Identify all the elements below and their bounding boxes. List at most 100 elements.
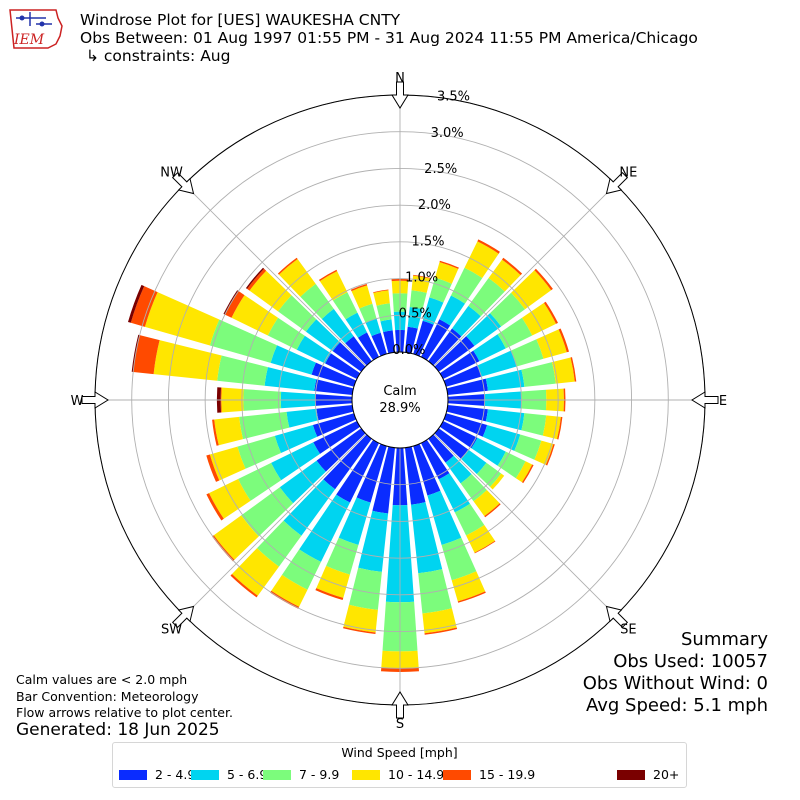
flow-arrow-icon [605, 605, 629, 629]
windrose-bar-segment [422, 297, 444, 325]
radial-tick-label: 2.5% [424, 162, 457, 177]
windrose-bar-segment [271, 574, 308, 607]
windrose-bar-segment [345, 312, 367, 338]
windrose-bar-segment [319, 271, 348, 301]
windrose-bar-segment [316, 405, 354, 421]
windrose-bar-segment [407, 307, 423, 329]
windrose-bar-segment [349, 567, 382, 610]
windrose-bar-segment [497, 451, 526, 479]
windrose-bar-segment [474, 540, 496, 554]
windrose-bar-segment [239, 411, 290, 440]
windrose-bar-segment [409, 290, 427, 310]
compass-label: NW [160, 166, 183, 181]
windrose-bar-segment [490, 473, 505, 490]
windrose-bar-segment [316, 565, 350, 598]
bar-convention-note: Bar Convention: Meteorology [16, 689, 199, 704]
windrose-bar-segment [282, 549, 321, 590]
windrose-bar-segment [305, 319, 341, 352]
windrose-bar-segment [217, 355, 268, 386]
radial-tick-label: 3.0% [431, 126, 464, 141]
legend-swatch [617, 770, 645, 780]
windrose-bar-segment [452, 305, 481, 337]
windrose-bar-segment [434, 428, 469, 459]
windrose-bar-segment [323, 434, 372, 490]
summary-obs-without-wind: Obs Without Wind: 0 [582, 673, 768, 694]
compass-label: SE [620, 622, 636, 637]
calm-circle [351, 351, 449, 449]
flow-arrows-note: Flow arrows relative to plot center. [16, 705, 233, 720]
windrose-bar-segment [358, 332, 379, 361]
windrose-bars [128, 239, 577, 672]
windrose-bar-segment [428, 328, 462, 366]
windrose-bar-segment [336, 439, 379, 503]
radial-tick-label: 0.5% [399, 307, 432, 322]
plot-subtitle: Obs Between: 01 Aug 1997 01:55 PM - 31 A… [80, 29, 698, 47]
windrose-bar-segment [224, 291, 245, 318]
legend-label: 2 - 4.9 [155, 767, 196, 782]
legend-label: 5 - 6.9 [227, 767, 268, 782]
windrose-bar-segment [212, 419, 219, 446]
windrose-bar-segment [413, 274, 431, 279]
windrose-bar-segment [439, 295, 465, 326]
windrose-bar-segment [325, 353, 361, 379]
flow-arrow-icon [171, 605, 195, 629]
windrose-bar-segment [213, 515, 259, 560]
windrose-bar-segment [345, 336, 372, 366]
windrose-bar-segment [128, 284, 145, 323]
windrose-bar-segment [311, 362, 357, 387]
windrose-bar-segment [485, 369, 525, 391]
windrose-bar-segment [372, 446, 395, 514]
windrose-bar-segment [521, 362, 556, 387]
calm-value: 28.9% [379, 401, 420, 416]
flow-arrow-icon [391, 691, 409, 719]
windrose-bar-segment [457, 591, 486, 603]
legend-swatch [443, 770, 471, 780]
windrose-bar-segment [296, 335, 331, 364]
windrose-bar-segment [534, 268, 553, 291]
windrose-bar-segment [359, 303, 377, 323]
compass-label: N [395, 71, 405, 86]
windrose-bar-segment [545, 444, 555, 466]
grid-spoke [433, 433, 616, 616]
windrose-bar-segment [405, 326, 418, 354]
legend: Wind Speed [mph] 2 - 4.9 5 - 6.9 7 - 9.9 10… [112, 742, 687, 788]
windrose-bar-segment [536, 329, 567, 359]
compass-labels: N NE E SE S SW W NW [71, 71, 728, 732]
windrose-bar-segment [424, 627, 458, 635]
grid-spoke [184, 433, 367, 616]
windrose-bar-segment [543, 301, 558, 324]
windrose-bar-segment [490, 292, 525, 327]
legend-label: 15 - 19.9 [479, 767, 536, 782]
windrose-bar-segment [300, 283, 334, 319]
windrose-bar-segment [153, 340, 222, 381]
windrose-bar-segment [241, 487, 294, 537]
windrose-bar-segment [343, 604, 378, 633]
legend-swatch [191, 770, 219, 780]
windrose-bar-segment [521, 413, 547, 436]
windrose-bar-segment [488, 259, 521, 292]
iem-logo: IEM [9, 9, 63, 49]
windrose-bar-segment [274, 425, 318, 453]
windrose-bar-segment [460, 449, 487, 475]
plot-constraints: ↳ constraints: Aug [86, 47, 231, 65]
compass-label: S [396, 717, 404, 732]
flow-arrow-icon [81, 391, 109, 409]
windrose-bar-segment [245, 267, 265, 289]
windrose-bar-segment [445, 455, 472, 484]
compass-label: NE [619, 166, 637, 181]
windrose-bar-segment [373, 290, 390, 306]
windrose-bar-segment [209, 479, 251, 519]
windrose-bar-segment [350, 284, 368, 292]
plot-title: Windrose Plot for [UES] WAUKESHA CNTY [80, 11, 401, 29]
legend-label: 10 - 14.9 [388, 767, 445, 782]
windrose-bar-segment [502, 257, 523, 276]
windrose-bar-segment [380, 319, 393, 333]
windrose-bar-segment [373, 289, 389, 293]
windrose-bar-segment [451, 267, 483, 304]
windrose-bar-segment [570, 357, 577, 382]
windrose-bar-segment [473, 334, 506, 362]
legend-swatch [352, 770, 380, 780]
windrose-bar-segment [232, 548, 279, 596]
windrose-bar-segment [446, 405, 488, 422]
windrose-bar-segment [238, 462, 282, 501]
